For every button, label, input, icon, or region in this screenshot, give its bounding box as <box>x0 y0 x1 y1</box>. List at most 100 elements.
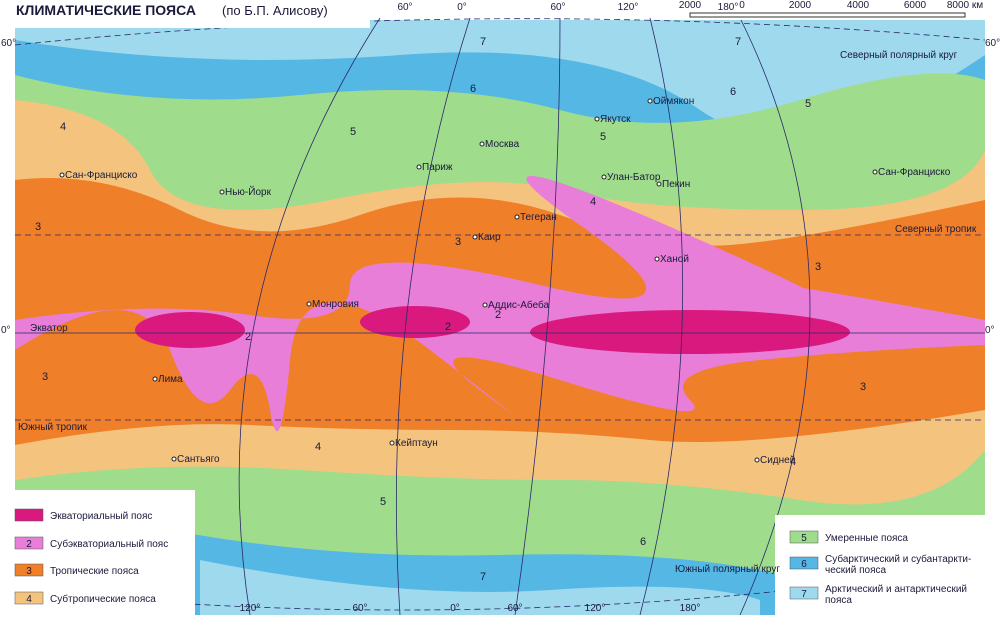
scale-bar <box>689 12 966 18</box>
antarctic-zone <box>200 560 760 615</box>
legend-swatch <box>14 563 44 577</box>
city-dot <box>416 164 422 170</box>
zone-number: 7 <box>480 36 486 48</box>
city-dot <box>479 141 485 147</box>
city-dot <box>654 256 660 262</box>
legend-swatch <box>789 530 819 544</box>
zone-number: 4 <box>790 456 796 468</box>
line-label: Северный тропик <box>895 224 977 235</box>
scale-label: 0 <box>739 0 745 11</box>
zone-number: 3 <box>860 381 866 393</box>
subtitle: (по Б.П. Алисову) <box>222 3 328 18</box>
legend-number: 4 <box>26 594 32 605</box>
longitude-label: 120° <box>585 603 606 614</box>
city-dot <box>754 457 760 463</box>
longitude-label: 180° <box>718 2 739 13</box>
city-dot <box>647 98 653 104</box>
zone-number: 2 <box>245 331 251 343</box>
legend-number: 6 <box>801 559 807 570</box>
city-dot <box>514 214 520 220</box>
zone-number: 6 <box>730 86 736 98</box>
legend-label: Тропические пояса <box>50 566 139 577</box>
longitude-label: 60° <box>507 603 522 614</box>
city-label: Оймякон <box>653 96 694 107</box>
zone-number: 5 <box>805 98 811 110</box>
zone-number: 4 <box>315 441 321 453</box>
zone-number: 3 <box>42 371 48 383</box>
line-label: Южный тропик <box>18 422 88 433</box>
zone-number: 2 <box>495 309 501 321</box>
zone-number: 4 <box>60 121 66 133</box>
zone-number: 3 <box>815 261 821 273</box>
zone-number: 5 <box>600 131 606 143</box>
legend-number: 3 <box>26 566 32 577</box>
latitude-label: 60° <box>1 38 16 49</box>
zone-number: 7 <box>735 36 741 48</box>
line-label: Северный полярный круг <box>840 50 958 61</box>
legend-swatch <box>789 586 819 600</box>
latitude-label: 0° <box>985 325 995 336</box>
legend-label: пояса <box>825 595 852 606</box>
city-label: Москва <box>485 139 520 150</box>
equatorial-zone <box>360 306 470 338</box>
city-dot <box>59 172 65 178</box>
city-label: Сан-Франциско <box>65 170 138 181</box>
city-dot <box>219 189 225 195</box>
legend-number: 7 <box>801 589 807 600</box>
longitude-label: 0° <box>450 603 460 614</box>
latitude-label: 60° <box>985 38 1000 49</box>
zone-number: 6 <box>640 536 646 548</box>
city-dot <box>594 116 600 122</box>
title-area <box>0 0 370 28</box>
legend-label: Экваториальный пояс <box>50 511 152 522</box>
legend-label: Умеренные пояса <box>825 533 908 544</box>
city-dot <box>656 181 662 187</box>
city-label: Тегеран <box>520 212 557 223</box>
city-label: Аддис-Абеба <box>488 299 549 311</box>
zone-number: 5 <box>380 496 386 508</box>
city-dot <box>472 234 478 240</box>
zones <box>15 20 985 616</box>
legend-label: Субарктический и субантаркти- <box>825 553 971 565</box>
longitude-label: 120° <box>618 2 639 13</box>
legend-swatch <box>789 556 819 570</box>
city-dot <box>389 440 395 446</box>
meridians <box>238 17 811 616</box>
title: КЛИМАТИЧЕСКИЕ ПОЯСА <box>16 2 196 18</box>
city-label: Пекин <box>662 179 690 190</box>
zone-number: 3 <box>35 221 41 233</box>
line-label: Южный полярный круг <box>675 564 780 575</box>
legend-swatch <box>14 536 44 550</box>
equatorial-zone <box>530 310 850 354</box>
city-label: Ханой <box>660 254 689 265</box>
zone-number: 4 <box>590 196 596 208</box>
city-label: Кейптаун <box>395 438 438 449</box>
latitude-label: 0° <box>1 325 11 336</box>
scale-label: 6000 <box>904 0 927 11</box>
legend-label: Субтропические пояса <box>50 593 156 605</box>
longitude-label: 120° <box>240 603 261 614</box>
legend-label: ческий пояса <box>825 565 886 576</box>
city-dot <box>601 174 607 180</box>
legend-swatch <box>14 591 44 605</box>
city-label: Нью-Йорк <box>225 185 272 198</box>
city-dot <box>482 302 488 308</box>
longitude-label: 60° <box>397 2 412 13</box>
zone-number: 5 <box>350 126 356 138</box>
subequatorial-zone <box>15 176 985 432</box>
legend-swatch <box>14 508 44 522</box>
longitude-label: 60° <box>352 603 367 614</box>
legend-label: Субэкваториальный пояс <box>50 538 168 550</box>
city-label: Монровия <box>312 299 359 310</box>
city-label: Париж <box>422 162 453 173</box>
city-label: Сантьяго <box>177 454 220 465</box>
legend-label: Арктический и антарктический <box>825 584 967 595</box>
longitude-label: 180° <box>680 603 701 614</box>
city-label: Якутск <box>600 114 631 125</box>
scale-label: 4000 <box>847 0 870 11</box>
city-dot <box>152 376 158 382</box>
longitude-label: 60° <box>550 2 565 13</box>
legend-number: 2 <box>26 539 32 550</box>
